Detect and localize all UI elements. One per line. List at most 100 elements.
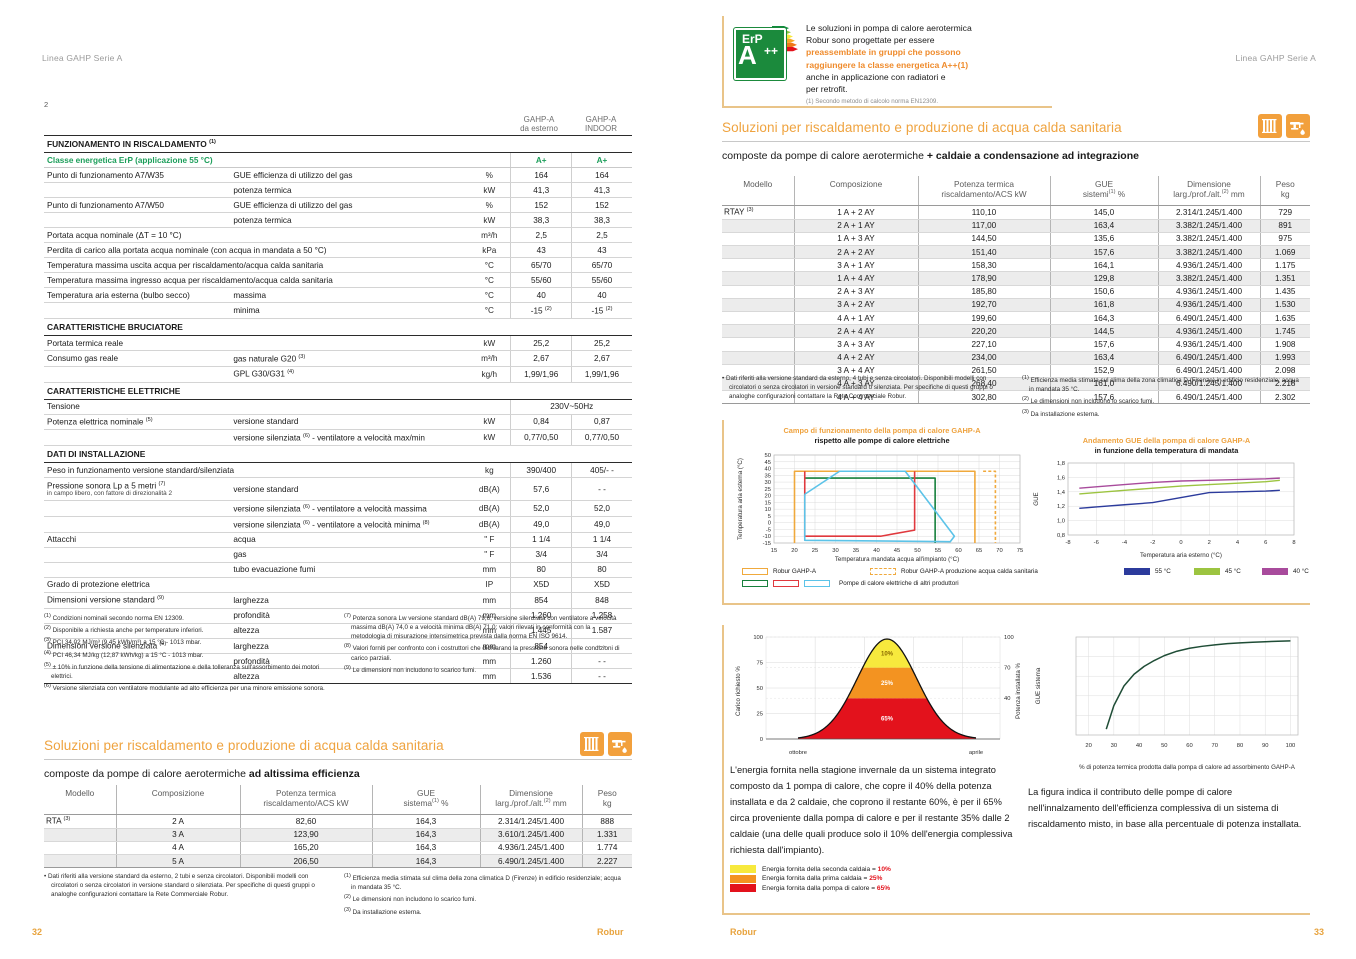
svg-text:-2: -2 — [1150, 540, 1155, 546]
energy-key-row: Energia fornita dalla pompa di calore = … — [730, 884, 891, 892]
spec-row-label — [44, 182, 231, 199]
spec-value: A+ — [510, 152, 572, 169]
spec-row-label: Temperatura massima uscita acqua per ris… — [44, 257, 469, 274]
spec-row-label: Portata termica reale — [44, 335, 469, 352]
svg-text:80: 80 — [1237, 743, 1243, 749]
thermal-power-cell: 123,90 — [239, 828, 372, 842]
legend-swatch-dashed — [870, 568, 896, 575]
footnote: (1) Efficienza media stimata sul clima d… — [1022, 375, 1299, 394]
composition-cell: 4 A + 1 AY — [793, 311, 918, 326]
erp-text-line-3: anche in applicazione con radiatori e — [806, 71, 946, 82]
spec-row-subrow-label: GPL G30/G31 (4) — [230, 366, 469, 383]
spec-unit: °C — [468, 302, 511, 320]
svg-text:1,4: 1,4 — [1057, 490, 1066, 496]
dimension-cell: 3.382/1.245/1.400 — [1157, 219, 1260, 233]
gue-cell: 157,6 — [1049, 245, 1158, 260]
table-column-header: GUE sistema(1) % — [371, 785, 480, 815]
spec-unit: dB(A) — [468, 500, 511, 518]
gue-cell: 150,6 — [1049, 285, 1158, 299]
svg-text:aprile: aprile — [969, 750, 983, 756]
rtay-models-table: Modello Composizione Potenza termica riscal… — [722, 176, 1310, 405]
spec-value: 2,67 — [510, 350, 572, 367]
spec-value: 65/70 — [570, 257, 632, 274]
spec-unit: mm — [468, 562, 511, 578]
spec-value: 1,99/1,96 — [510, 366, 572, 383]
svg-text:Carico richiesto %: Carico richiesto % — [735, 666, 742, 716]
gue-cell: 164,3 — [371, 841, 480, 856]
spec-row: gas " F 3/4 3/4 — [44, 547, 632, 563]
table-column-header: Composizione — [115, 785, 240, 815]
spec-row: potenza termica kW 38,3 38,3 — [44, 212, 632, 229]
dimension-cell: 6.490/1.245/1.400 — [1157, 390, 1260, 405]
svg-text:20: 20 — [765, 494, 771, 500]
thermal-power-cell: 302,80 — [917, 390, 1050, 405]
spec-value: 52,0 — [510, 500, 572, 518]
svg-text:0: 0 — [1179, 540, 1182, 546]
chart-system-gue: 20 30 40 50 60 70 80 90 100 % di potenza termica… — [1022, 629, 1310, 782]
spec-section-row: DATI DI INSTALLAZIONE — [44, 445, 632, 464]
spec-value: 49,0 — [510, 516, 572, 533]
table-column-header: Dimensione larg./prof./alt.(2) mm — [479, 785, 582, 815]
svg-text:40: 40 — [765, 467, 771, 473]
chart-3-plot: 65% 25% 10% 0 25 50 75 100 40 70 100 ottobre apri… — [735, 635, 1022, 756]
spec-value: 43 — [510, 242, 572, 259]
svg-text:50: 50 — [765, 453, 771, 459]
spec-row-label: Consumo gas reale — [44, 350, 231, 367]
spec-value: 152 — [570, 197, 632, 214]
model-cell — [44, 841, 116, 856]
spec-unit: kW — [468, 182, 511, 199]
thermal-power-cell: 144,50 — [917, 232, 1050, 247]
dimension-cell: 3.610/1.245/1.400 — [479, 828, 582, 842]
svg-text:60: 60 — [1186, 743, 1192, 749]
spec-row-label: Dimensioni versione silenziata (9) — [44, 637, 231, 655]
dimension-cell: 6.490/1.245/1.400 — [1157, 311, 1260, 326]
spec-value: 1,99/1,96 — [570, 366, 632, 383]
spec-unit: m³/h — [468, 227, 511, 244]
spec-value: 55/60 — [510, 272, 572, 289]
table-row: RTA (3) 2 A 82,60 164,3 2.314/1.245/1.400 888 — [44, 814, 632, 829]
svg-text:75: 75 — [757, 661, 763, 667]
weight-cell: 1.774 — [581, 841, 632, 856]
table-row: 3 A + 4 AY 261,50 152,9 6.490/1.245/1.400 2.… — [722, 364, 1310, 378]
weight-cell: 1.993 — [1259, 351, 1310, 365]
spec-row-label: Punto di funzionamento A7/W50 — [44, 197, 231, 214]
svg-text:Potenza installata %: Potenza installata % — [1015, 662, 1022, 719]
spec-row: versione silenziata (6) - ventilatore a … — [44, 429, 632, 447]
composition-cell: 3 A + 1 AY — [793, 258, 918, 273]
dimension-cell: 4.936/1.245/1.400 — [1157, 298, 1260, 312]
spec-row-subrow-label: tubo evacuazione fumi — [230, 562, 469, 578]
spec-section-label: FUNZIONAMENTO IN RISCALDAMENTO (1) — [44, 135, 632, 154]
composition-cell: 1 A + 4 AY — [793, 271, 918, 286]
spec-value: 0,84 — [510, 413, 572, 431]
svg-text:70: 70 — [1004, 666, 1010, 672]
spec-row: profondità mm 1.260- - — [44, 653, 632, 670]
svg-text:25: 25 — [757, 712, 763, 718]
spec-row: Portata termica reale kW 25,2 25,2 — [44, 335, 632, 352]
svg-text:100: 100 — [753, 635, 763, 641]
spec-row-label: Dimensioni versione standard (9) — [44, 591, 231, 609]
thermal-power-cell: 192,70 — [917, 298, 1050, 312]
composition-cell: 1 A + 2 AY — [793, 205, 918, 220]
gue-cell: 164,3 — [1049, 311, 1158, 326]
spec-value: 854 — [510, 637, 572, 655]
spec-row: altezza mm 1.445 1.587 — [44, 623, 632, 639]
table-column-header: Dimensione larg./prof./alt.(2) mm — [1157, 176, 1260, 206]
gue-cell: 145,0 — [1049, 205, 1158, 220]
spec-value: X5D — [510, 576, 572, 593]
section-title-right: Soluzioni per riscaldamento e produzione… — [722, 120, 1122, 135]
model-cell — [722, 390, 794, 405]
table-row: 2 A + 2 AY 151,40 157,6 3.382/1.245/1.400 1.… — [722, 245, 1310, 260]
table-row: 1 A + 4 AY 178,90 129,8 3.382/1.245/1.400 1.… — [722, 271, 1310, 286]
legend-swatch-red — [773, 580, 799, 587]
section-title-left: Soluzioni per riscaldamento e produzione… — [44, 738, 444, 753]
model-cell — [722, 337, 794, 352]
chart-2-title: Andamento GUE della pompa di calore GAHP… — [1082, 436, 1251, 455]
svg-text:20: 20 — [1085, 743, 1091, 749]
spec-value: 848 — [570, 591, 632, 609]
energy-key-swatch-second-boiler — [730, 865, 756, 873]
spec-value: -15 (2) — [570, 302, 632, 320]
erp-callout-text: Le soluzioni in pompa di calore aeroterm… — [806, 22, 1044, 107]
model-cell — [722, 219, 794, 233]
legend-swatch-55c — [1124, 568, 1150, 575]
